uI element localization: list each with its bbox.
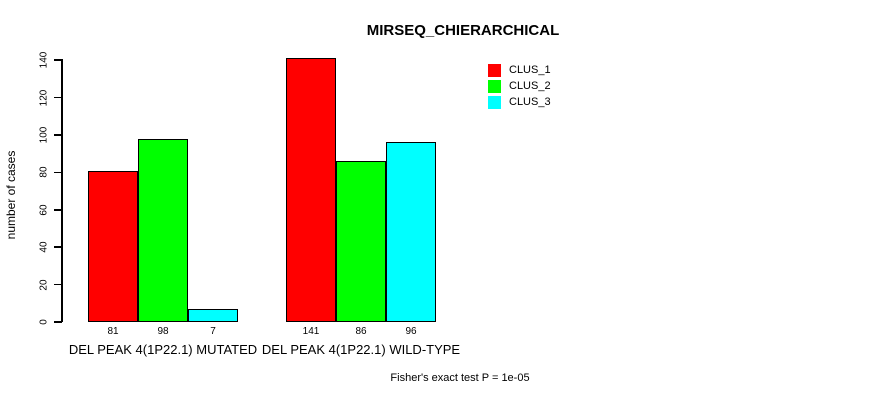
y-tick-label-80: 80	[38, 166, 50, 178]
y-tick-140	[54, 59, 62, 61]
bar-clus_2-group2	[336, 161, 386, 322]
legend-label: CLUS_1	[509, 64, 551, 76]
bar-value-label: 81	[107, 326, 119, 337]
legend-swatch-icon	[488, 79, 501, 93]
bar-value-label: 7	[210, 326, 216, 337]
y-tick-40	[54, 246, 62, 248]
y-tick-label-60: 60	[38, 204, 50, 216]
bar-value-label: 141	[302, 326, 320, 337]
legend-label: CLUS_3	[509, 96, 551, 108]
legend-item-clus_2: CLUS_2	[488, 78, 551, 94]
bar-clus_1-group1	[88, 170, 138, 322]
category-label-group2: DEL PEAK 4(1P22.1) WILD-TYPE	[261, 342, 461, 357]
y-tick-label-100: 100	[38, 126, 50, 144]
legend-item-clus_3: CLUS_3	[488, 94, 551, 110]
y-tick-100	[54, 134, 62, 136]
y-tick-120	[54, 96, 62, 99]
y-axis-line	[61, 59, 63, 322]
bar-value-label: 98	[157, 326, 169, 337]
bar-value-label: 86	[355, 326, 367, 337]
legend: CLUS_1 CLUS_2 CLUS_3	[488, 62, 551, 110]
y-tick-20	[54, 283, 62, 286]
y-tick-0	[54, 321, 62, 323]
bar-value-label: 96	[405, 326, 417, 337]
y-tick-label-20: 20	[38, 279, 50, 291]
category-label-group1: DEL PEAK 4(1P22.1) MUTATED	[68, 342, 258, 357]
bar-clus_3-group1	[188, 308, 238, 322]
y-tick-label-0: 0	[38, 319, 50, 325]
legend-label: CLUS_2	[509, 80, 551, 92]
legend-item-clus_1: CLUS_1	[488, 62, 551, 78]
bar-clus_1-group2	[286, 58, 336, 322]
legend-swatch-icon	[488, 63, 501, 77]
y-tick-80	[54, 171, 62, 174]
chart-title: MIRSEQ_CHIERARCHICAL	[366, 22, 560, 39]
fisher-test-note: Fisher's exact test P = 1e-05	[390, 372, 530, 384]
y-axis-label: number of cases	[4, 150, 18, 240]
legend-swatch-icon	[488, 95, 501, 109]
y-tick-label-40: 40	[38, 241, 50, 253]
bar-clus_3-group2	[386, 142, 436, 322]
y-tick-label-140: 140	[38, 51, 50, 69]
y-tick-60	[54, 209, 62, 211]
y-tick-label-120: 120	[38, 89, 50, 106]
bar-clus_2-group1	[138, 138, 188, 322]
